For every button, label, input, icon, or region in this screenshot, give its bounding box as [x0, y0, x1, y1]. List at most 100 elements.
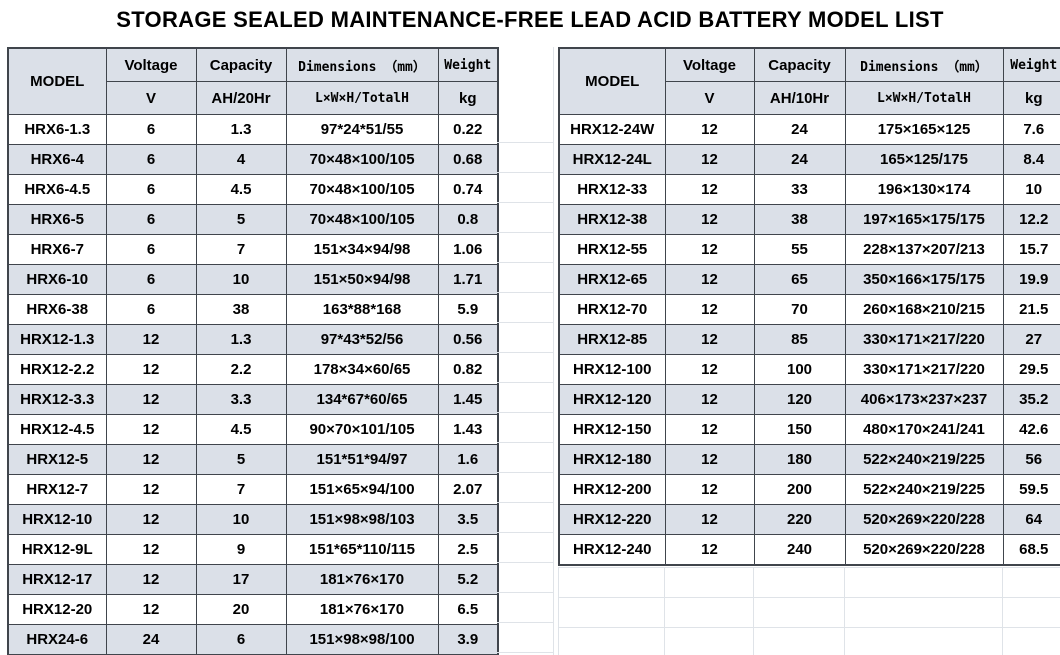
dimensions-cell: 196×130×174 [844, 174, 1004, 205]
capacity-cell: 2.2 [195, 354, 287, 385]
table-row: HRX24-6 24 6 151×98×98/100 3.9 [7, 624, 499, 655]
weight-cell: 56 [1002, 444, 1060, 475]
table-row: HRX12-65 12 65 350×166×175/175 19.9 [558, 264, 1060, 295]
dimensions-header: Dimensions （mm） [844, 47, 1004, 82]
voltage-cell: 12 [664, 114, 755, 145]
capacity-cell: 65 [753, 264, 846, 295]
weight-cell: 10 [1002, 174, 1060, 205]
weight-cell: 0.8 [437, 204, 499, 235]
voltage-cell: 12 [664, 204, 755, 235]
table-row: HRX6-4 6 4 70×48×100/105 0.68 [7, 144, 499, 175]
capacity-cell: 38 [195, 294, 287, 325]
empty-cell [664, 597, 754, 628]
dimensions-cell: 181×76×170 [285, 564, 439, 595]
voltage-unit-header: V [664, 81, 755, 115]
table-row: HRX12-3.3 12 3.3 134*67*60/65 1.45 [7, 384, 499, 415]
model-cell: HRX12-240 [558, 534, 666, 566]
model-cell: HRX12-220 [558, 504, 666, 535]
model-cell: HRX12-10 [7, 504, 107, 535]
voltage-cell: 12 [105, 564, 197, 595]
table-row: HRX12-120 12 120 406×173×237×237 35.2 [558, 384, 1060, 415]
voltage-cell: 6 [105, 144, 197, 175]
model-cell: HRX6-38 [7, 294, 107, 325]
weight-cell: 15.7 [1002, 234, 1060, 265]
model-cell: HRX6-4 [7, 144, 107, 175]
weight-cell: 29.5 [1002, 354, 1060, 385]
voltage-cell: 12 [664, 414, 755, 445]
empty-cell [558, 627, 665, 655]
model-cell: HRX12-150 [558, 414, 666, 445]
weight-cell: 64 [1002, 504, 1060, 535]
empty-cells-table [558, 567, 1060, 655]
voltage-cell: 6 [105, 204, 197, 235]
battery-table-left-body: HRX6-1.3 6 1.3 97*24*51/55 0.22 HRX6-4 6 4 70×48… [7, 114, 499, 655]
capacity-cell: 38 [753, 204, 846, 235]
battery-table-right-wrap: MODEL Voltage Capacity Dimensions （mm） W… [558, 47, 1060, 566]
table-row: HRX6-38 6 38 163*88*168 5.9 [7, 294, 499, 325]
capacity-cell: 4.5 [195, 174, 287, 205]
model-cell: HRX12-120 [558, 384, 666, 415]
capacity-cell: 4 [195, 144, 287, 175]
weight-cell: 2.5 [437, 534, 499, 565]
spreadsheet-gridline-vertical [553, 47, 554, 655]
weight-cell: 35.2 [1002, 384, 1060, 415]
table-row: HRX12-220 12 220 520×269×220/228 64 [558, 504, 1060, 535]
voltage-cell: 12 [105, 444, 197, 475]
dimensions-cell: 165×125/175 [844, 144, 1004, 175]
capacity-header: Capacity [753, 47, 846, 82]
weight-cell: 59.5 [1002, 474, 1060, 505]
capacity-cell: 5 [195, 204, 287, 235]
model-header: MODEL [7, 47, 107, 115]
weight-cell: 8.4 [1002, 144, 1060, 175]
spreadsheet-gridlines-bottom-right [558, 567, 1060, 655]
voltage-cell: 12 [664, 504, 755, 535]
battery-table-right: MODEL Voltage Capacity Dimensions （mm） W… [558, 47, 1060, 566]
dimensions-cell: 70×48×100/105 [285, 204, 439, 235]
empty-row [558, 597, 1060, 628]
weight-cell: 2.07 [437, 474, 499, 505]
capacity-cell: 24 [753, 114, 846, 145]
empty-cell [844, 627, 1003, 655]
voltage-cell: 12 [664, 474, 755, 505]
model-cell: HRX12-55 [558, 234, 666, 265]
capacity-cell: 100 [753, 354, 846, 385]
dimensions-cell: 97*43*52/56 [285, 324, 439, 355]
table-row: HRX12-24L 12 24 165×125/175 8.4 [558, 144, 1060, 175]
capacity-header: Capacity [195, 47, 287, 82]
table-row: HRX12-10 12 10 151×98×98/103 3.5 [7, 504, 499, 535]
table-row: HRX12-200 12 200 522×240×219/225 59.5 [558, 474, 1060, 505]
voltage-cell: 12 [664, 384, 755, 415]
weight-cell: 27 [1002, 324, 1060, 355]
model-cell: HRX12-70 [558, 294, 666, 325]
dimensions-cell: 90×70×101/105 [285, 414, 439, 445]
capacity-cell: 55 [753, 234, 846, 265]
voltage-cell: 12 [105, 504, 197, 535]
weight-cell: 0.82 [437, 354, 499, 385]
capacity-cell: 9 [195, 534, 287, 565]
empty-cell [844, 567, 1003, 598]
weight-cell: 12.2 [1002, 204, 1060, 235]
dimensions-cell: 197×165×175/175 [844, 204, 1004, 235]
table-row: HRX12-70 12 70 260×168×210/215 21.5 [558, 294, 1060, 325]
empty-row [558, 567, 1060, 598]
model-cell: HRX12-17 [7, 564, 107, 595]
empty-cell [753, 627, 845, 655]
voltage-cell: 12 [105, 324, 197, 355]
table-row: HRX6-1.3 6 1.3 97*24*51/55 0.22 [7, 114, 499, 145]
model-cell: HRX12-100 [558, 354, 666, 385]
weight-cell: 3.9 [437, 624, 499, 655]
voltage-cell: 6 [105, 264, 197, 295]
voltage-cell: 12 [105, 384, 197, 415]
dimensions-cell: 151×98×98/100 [285, 624, 439, 655]
dimensions-cell: 151*51*94/97 [285, 444, 439, 475]
model-cell: HRX12-24W [558, 114, 666, 145]
empty-cell [1002, 567, 1060, 598]
battery-table-left-wrap: MODEL Voltage Capacity Dimensions （mm） W… [7, 47, 499, 655]
empty-cell [558, 597, 665, 628]
model-cell: HRX12-4.5 [7, 414, 107, 445]
dimensions-cell: 350×166×175/175 [844, 264, 1004, 295]
voltage-cell: 12 [664, 294, 755, 325]
voltage-cell: 12 [105, 534, 197, 565]
dimensions-cell: 134*67*60/65 [285, 384, 439, 415]
model-cell: HRX6-10 [7, 264, 107, 295]
